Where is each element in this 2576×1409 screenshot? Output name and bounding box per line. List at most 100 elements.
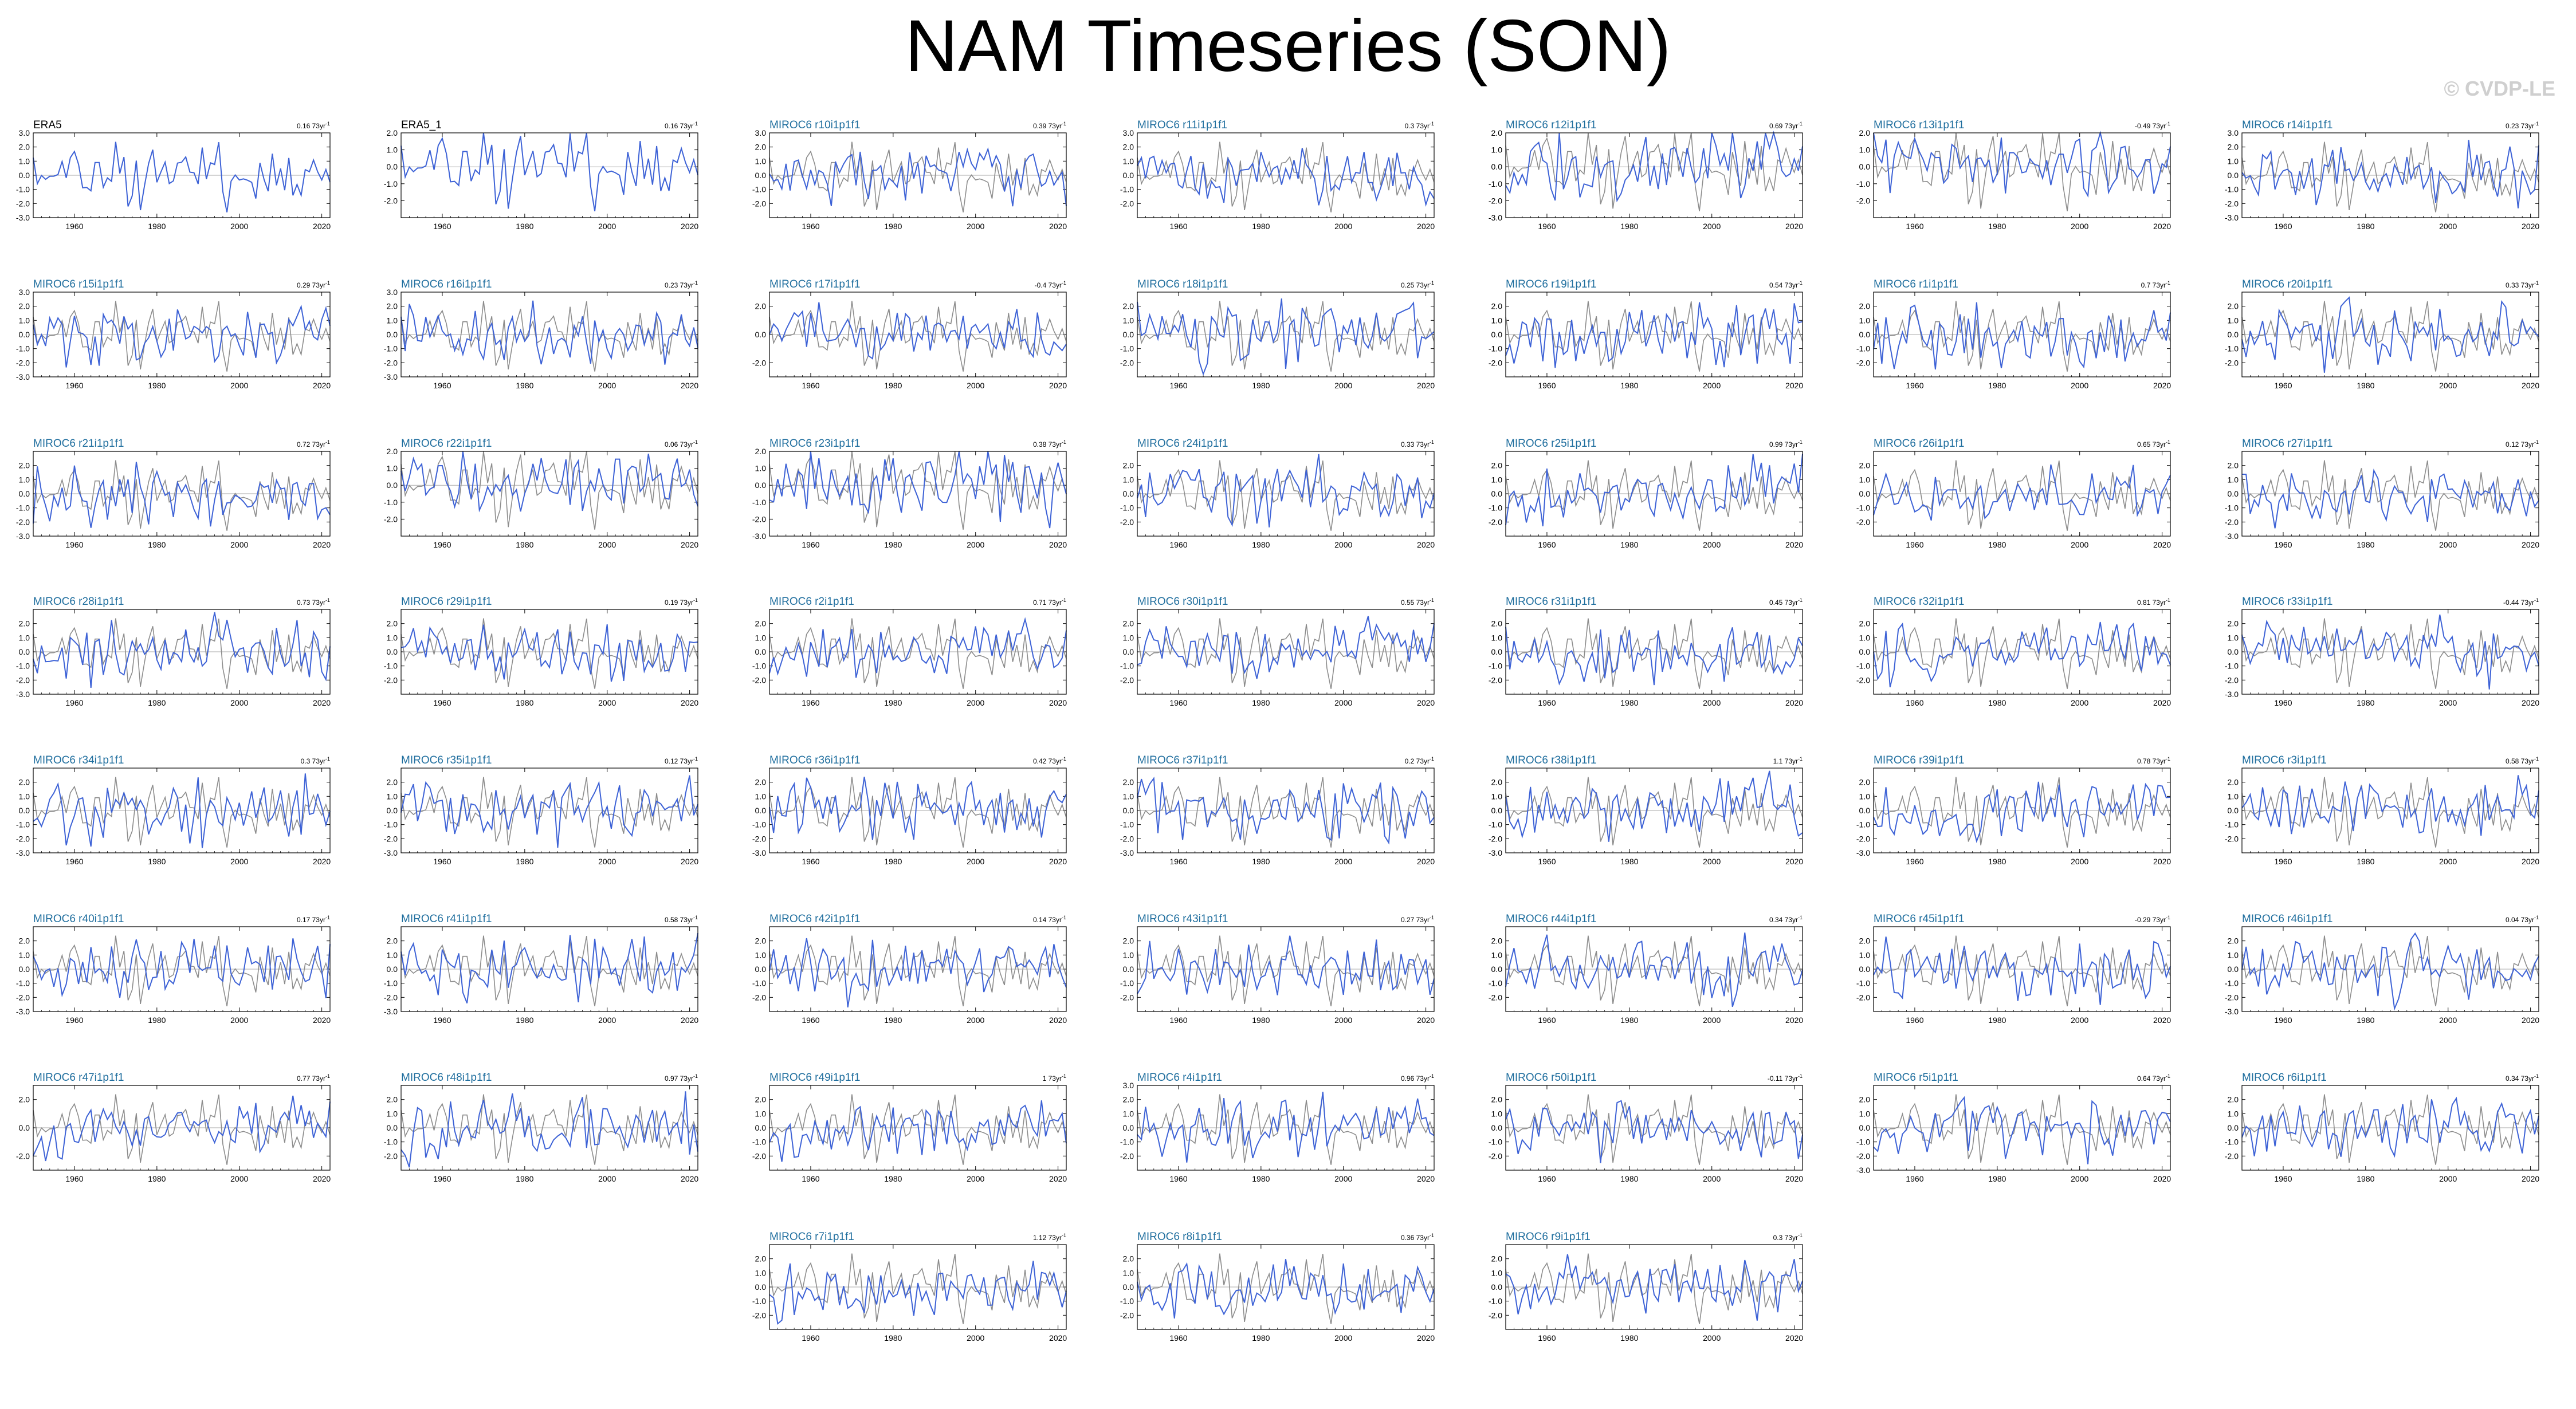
panel-title: MIROC6 r49i1p1f1: [769, 1072, 860, 1084]
x-tick-label: 2000: [598, 222, 616, 231]
y-tick-label: 2.0: [387, 128, 398, 137]
y-tick-label: -2.0: [16, 199, 30, 208]
y-tick-label: 1.0: [2228, 792, 2239, 801]
x-tick-label: 2000: [2071, 381, 2088, 390]
y-tick-label: 2.0: [755, 447, 767, 456]
x-tick-label: 1980: [516, 698, 533, 707]
panel-miroc6-r8i1p1f1: MIROC6 r8i1p1f1 0.36 73yr-1 2.0 1.0 0.0 -1.0 -…: [1120, 1231, 1435, 1343]
model-series-line: [33, 304, 331, 368]
y-tick-label: 1.0: [755, 950, 767, 959]
y-tick-label: -3.0: [16, 1007, 30, 1016]
panel-title: ERA5: [33, 119, 62, 131]
y-tick-label: -2.0: [752, 358, 766, 367]
x-tick-label: 1980: [1252, 698, 1270, 707]
x-tick-label: 2020: [1417, 222, 1435, 231]
panel-trend: 0.25 73yr-1: [1401, 280, 1434, 289]
x-tick-label: 2020: [2522, 698, 2539, 707]
panel-title: MIROC6 r31i1p1f1: [1506, 596, 1596, 608]
panel-title: MIROC6 r44i1p1f1: [1506, 913, 1596, 925]
y-tick-label: 0.0: [1491, 647, 1503, 656]
plot-frame: [33, 451, 331, 537]
panel-title: MIROC6 r30i1p1f1: [1137, 596, 1228, 608]
x-tick-label: 2000: [230, 381, 248, 390]
y-tick-label: -1.0: [384, 979, 398, 988]
panel-trend: 0.36 73yr-1: [1401, 1233, 1434, 1242]
y-tick-label: 0.0: [2228, 171, 2239, 180]
x-tick-label: 2000: [2439, 381, 2457, 390]
y-tick-label: -2.0: [1489, 196, 1502, 205]
x-tick-label: 1960: [433, 1174, 451, 1183]
plot-frame: [400, 1085, 698, 1171]
y-tick-label: 2.0: [1491, 302, 1503, 311]
y-tick-label: -1.0: [1489, 979, 1502, 988]
x-tick-label: 1980: [1620, 540, 1638, 549]
panel-trend: -0.44 73yr-1: [2503, 597, 2539, 607]
panel-era5: ERA5 0.16 73yr-1 3.0 2.0 1.0 0.0 -1.0 -2.0 -3.0 1…: [16, 119, 331, 231]
y-tick-label: 1.0: [1859, 145, 1871, 155]
x-tick-label: 2000: [598, 1174, 616, 1183]
panel-trend: -0.49 73yr-1: [2135, 121, 2170, 130]
y-tick-label: -1.0: [1120, 662, 1134, 671]
x-tick-label: 1960: [1169, 540, 1187, 549]
y-tick-label: -2.0: [1856, 834, 1870, 843]
x-tick-label: 2000: [2071, 698, 2088, 707]
y-tick-label: -3.0: [1489, 848, 1502, 857]
plot-frame: [400, 926, 698, 1012]
obs-series-line: [33, 935, 331, 1006]
y-tick-label: 0.0: [755, 965, 767, 974]
x-tick-label: 1980: [148, 1174, 166, 1183]
x-tick-label: 2020: [1785, 381, 1803, 390]
x-tick-label: 2020: [1417, 698, 1435, 707]
y-tick-label: 0.0: [1491, 162, 1503, 171]
x-tick-label: 1960: [2274, 381, 2292, 390]
model-series-line: [1873, 131, 2171, 198]
model-series-line: [769, 147, 1067, 207]
plot-frame: [2241, 1085, 2539, 1171]
panel-miroc6-r9i1p1f1: MIROC6 r9i1p1f1 0.3 73yr-1 2.0 1.0 0.0 -1.0 -2…: [1489, 1231, 1804, 1343]
y-tick-label: 1.0: [1491, 950, 1503, 959]
y-tick-label: 0.0: [1859, 489, 1871, 498]
y-tick-label: 1.0: [2228, 475, 2239, 484]
panel-trend: 0.58 73yr-1: [2506, 756, 2539, 765]
y-tick-label: 2.0: [2228, 461, 2239, 470]
panel-miroc6-r33i1p1f1: MIROC6 r33i1p1f1 -0.44 73yr-1 2.0 1.0 0.0 -1.…: [2225, 596, 2540, 707]
y-tick-label: 0.0: [387, 481, 398, 490]
x-tick-label: 1980: [148, 1016, 166, 1025]
y-tick-label: 2.0: [1123, 302, 1134, 311]
plot-frame: [1137, 292, 1435, 377]
y-tick-label: -1.0: [16, 344, 30, 353]
x-tick-label: 1960: [65, 857, 83, 866]
x-tick-label: 2020: [681, 1016, 698, 1025]
x-tick-label: 1980: [884, 857, 902, 866]
y-tick-label: -2.0: [1120, 834, 1134, 843]
y-tick-label: -2.0: [384, 1151, 398, 1160]
panel-title: MIROC6 r14i1p1f1: [2242, 119, 2332, 131]
model-series-line: [33, 938, 331, 998]
y-tick-label: 3.0: [1123, 128, 1134, 137]
y-tick-label: -3.0: [384, 1007, 398, 1016]
x-tick-label: 2020: [681, 698, 698, 707]
y-tick-label: 0.0: [19, 171, 30, 180]
y-tick-label: -1.0: [1489, 179, 1502, 188]
y-tick-label: 0.0: [1859, 647, 1871, 656]
x-tick-label: 2000: [2071, 540, 2088, 549]
y-tick-label: -1.0: [16, 185, 30, 194]
panel-trend: 1.1 73yr-1: [1773, 756, 1803, 765]
x-tick-label: 2000: [1703, 1016, 1721, 1025]
y-tick-label: 3.0: [387, 288, 398, 297]
x-tick-label: 2000: [230, 222, 248, 231]
y-tick-label: 0.0: [19, 806, 30, 815]
panel-miroc6-r21i1p1f1: MIROC6 r21i1p1f1 0.72 73yr-1 2.0 1.0 0.0 -1.0…: [16, 438, 331, 549]
x-tick-label: 2020: [1785, 857, 1803, 866]
panel-title: MIROC6 r22i1p1f1: [401, 438, 492, 450]
model-series-line: [400, 775, 698, 848]
x-tick-label: 2000: [1334, 1333, 1352, 1343]
y-tick-label: 2.0: [755, 143, 767, 152]
x-tick-label: 1960: [65, 540, 83, 549]
model-series-line: [400, 624, 698, 682]
y-tick-label: -2.0: [752, 1310, 766, 1320]
panel-title: MIROC6 r9i1p1f1: [1506, 1231, 1591, 1243]
model-series-line: [1873, 464, 2171, 521]
panel-miroc6-r14i1p1f1: MIROC6 r14i1p1f1 0.23 73yr-1 3.0 2.0 1.0 0.0 -…: [2225, 119, 2540, 231]
obs-series-line: [400, 935, 698, 1006]
